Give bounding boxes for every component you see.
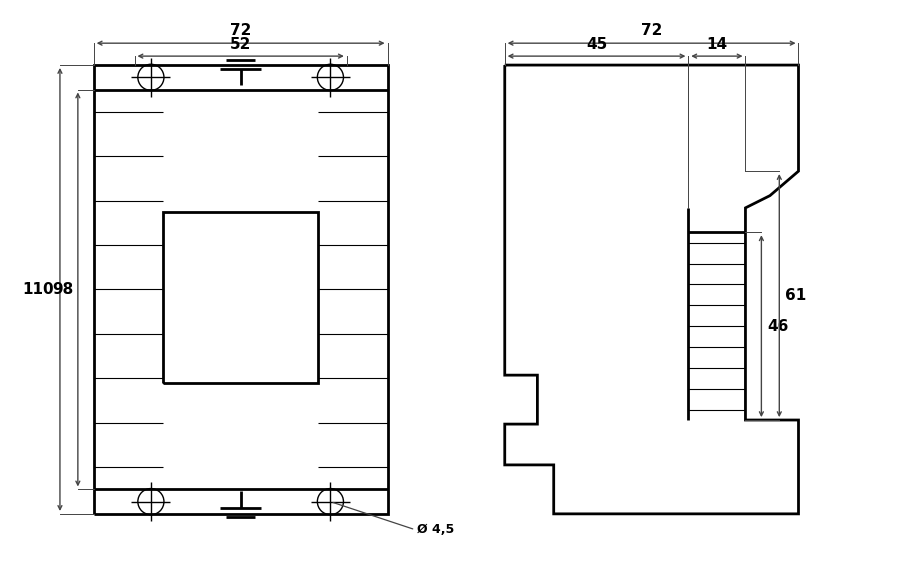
Text: 46: 46: [767, 319, 789, 334]
Text: 52: 52: [230, 37, 252, 52]
Text: Ø 4,5: Ø 4,5: [418, 523, 455, 536]
Text: 61: 61: [785, 288, 806, 303]
Text: 14: 14: [706, 37, 727, 52]
Text: 45: 45: [586, 37, 607, 52]
Text: 72: 72: [641, 23, 662, 38]
Text: 110: 110: [23, 282, 54, 297]
Text: 98: 98: [53, 282, 74, 297]
Text: 72: 72: [230, 23, 252, 38]
